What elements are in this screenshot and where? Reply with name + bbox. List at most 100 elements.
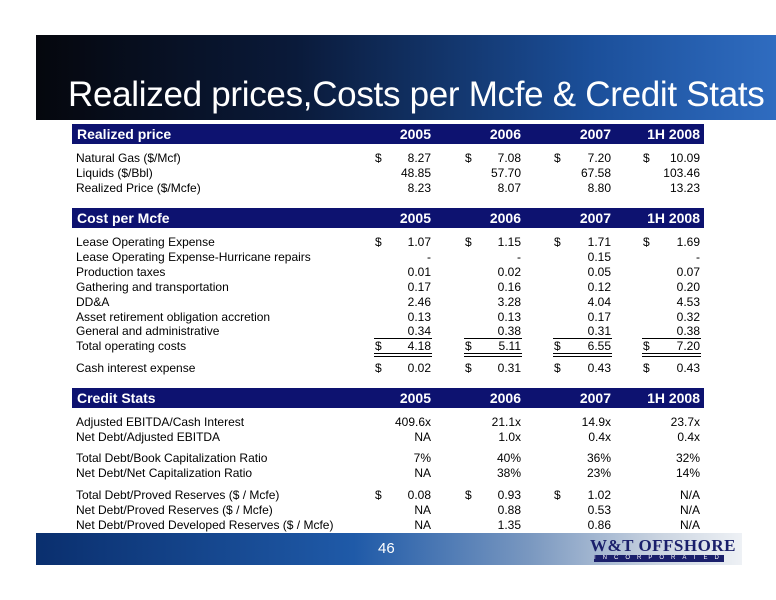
cell-value: 0.34 <box>407 324 431 338</box>
currency-symbol: $ <box>643 235 650 249</box>
column-header-2007: 2007 <box>579 126 611 142</box>
cell-value: 8.23 <box>407 181 431 195</box>
cell-value: 3.28 <box>497 295 521 309</box>
cell-value: 1.0x <box>498 430 521 444</box>
table-row: Natural Gas ($/Mcf) $8.27 $7.08 $7.20 $10.09 <box>72 151 704 166</box>
cell-value: 14% <box>675 466 700 480</box>
cell-value: 23.7x <box>670 415 700 429</box>
row-label: General and administrative <box>76 324 220 338</box>
cell-value: 67.58 <box>580 166 611 180</box>
table-row: Adjusted EBITDA/Cash Interest 409.6x 21.1x… <box>72 415 704 430</box>
table-row: Total Debt/Proved Reserves ($ / Mcfe) $0.… <box>72 488 704 503</box>
cell-value: 0.01 <box>407 265 431 279</box>
double-underline <box>642 353 701 357</box>
table-row: General and administrative 0.34 0.38 0.31 0.… <box>72 324 704 339</box>
cell-value: 0.86 <box>587 518 611 532</box>
cell-value: 409.6x <box>394 415 431 429</box>
table-row: Net Debt/Adjusted EBITDA NA 1.0x 0.4x 0.4x <box>72 430 704 445</box>
cell-value: 0.17 <box>587 310 611 324</box>
cell-value: NA <box>414 430 431 444</box>
cell-value: 8.07 <box>497 181 521 195</box>
cell-value: 0.43 <box>676 361 700 375</box>
cell-value: 0.43 <box>587 361 611 375</box>
cell-value: 48.85 <box>400 166 431 180</box>
cell-value: 23% <box>586 466 611 480</box>
column-header-2006: 2006 <box>489 210 521 226</box>
cell-value: 0.53 <box>587 503 611 517</box>
cell-value: 1.15 <box>497 235 521 249</box>
currency-symbol: $ <box>554 488 561 502</box>
cell-value: 0.13 <box>497 310 521 324</box>
table-row: Lease Operating Expense $1.07 $1.15 $1.71 $1… <box>72 235 704 250</box>
row-label: Realized Price ($/Mcfe) <box>76 181 201 195</box>
logo-subtext: INCORPORATED <box>594 555 724 562</box>
cell-value: 2.46 <box>407 295 431 309</box>
cell-value: NA <box>414 518 431 532</box>
column-header-2005: 2005 <box>399 390 431 406</box>
column-header-1h-2008: 1H 2008 <box>647 390 700 406</box>
table-row: Liquids ($/Bbl) 48.85 57.70 67.58 103.46 <box>72 166 704 181</box>
cell-value: - <box>696 250 700 264</box>
table-row: Total Debt/Book Capitalization Ratio 7% 40… <box>72 451 704 466</box>
underline <box>553 338 612 339</box>
table-row: Total operating costs $4.18 $5.11 $6.55 $7.2… <box>72 339 704 354</box>
cell-value: 7.08 <box>497 151 521 165</box>
row-label: Net Debt/Proved Developed Reserves ($ / … <box>76 518 334 532</box>
row-label: Lease Operating Expense <box>76 235 215 249</box>
currency-symbol: $ <box>465 488 472 502</box>
cell-value: 7% <box>413 451 431 465</box>
cell-value: 8.80 <box>587 181 611 195</box>
table-row: Net Debt/Proved Reserves ($ / Mcfe) NA 0.8… <box>72 503 704 518</box>
cell-value: 10.09 <box>669 151 700 165</box>
column-header-1h-2008: 1H 2008 <box>647 126 700 142</box>
cell-value: 0.20 <box>676 280 700 294</box>
table-row: Cash interest expense $0.02 $0.31 $0.43 $0.4… <box>72 361 704 376</box>
credit-header: Credit Stats 2005 2006 2007 1H 2008 <box>72 388 704 408</box>
cell-value: 40% <box>496 451 521 465</box>
cell-value: 0.31 <box>497 361 521 375</box>
double-underline <box>464 353 522 357</box>
table-row: Production taxes 0.01 0.02 0.05 0.07 <box>72 265 704 280</box>
cell-value: 0.88 <box>497 503 521 517</box>
cell-value: 4.04 <box>587 295 611 309</box>
currency-symbol: $ <box>643 339 650 353</box>
cell-value: 0.4x <box>677 430 700 444</box>
row-label: Production taxes <box>76 265 166 279</box>
cell-value: 0.12 <box>587 280 611 294</box>
row-label: Lease Operating Expense-Hurricane repair… <box>76 250 311 264</box>
table-row: Asset retirement obligation accretion 0.1… <box>72 310 704 325</box>
column-header-2005: 2005 <box>399 126 431 142</box>
cell-value: 57.70 <box>490 166 521 180</box>
cell-value: NA <box>414 503 431 517</box>
underline <box>374 338 432 339</box>
currency-symbol: $ <box>465 361 472 375</box>
row-label: Adjusted EBITDA/Cash Interest <box>76 415 245 429</box>
row-label: Net Debt/Adjusted EBITDA <box>76 430 221 444</box>
double-underline <box>553 353 612 357</box>
cell-value: 0.4x <box>588 430 611 444</box>
currency-symbol: $ <box>554 339 561 353</box>
cell-value: 103.46 <box>663 166 700 180</box>
cell-value: 1.69 <box>676 235 700 249</box>
page-title: Realized prices,Costs per Mcfe & Credit … <box>68 75 765 114</box>
realized-header: Realized price 2005 2006 2007 1H 2008 <box>72 124 704 144</box>
cell-value: N/A <box>679 518 700 532</box>
section-header-label: Realized price <box>77 126 172 142</box>
cell-value: 0.38 <box>497 324 521 338</box>
cell-value: 1.07 <box>407 235 431 249</box>
cell-value: 1.02 <box>587 488 611 502</box>
column-header-2007: 2007 <box>579 390 611 406</box>
cell-value: - <box>517 250 521 264</box>
currency-symbol: $ <box>375 339 382 353</box>
currency-symbol: $ <box>375 361 382 375</box>
currency-symbol: $ <box>375 488 382 502</box>
cell-value: 0.02 <box>497 265 521 279</box>
currency-symbol: $ <box>465 339 472 353</box>
currency-symbol: $ <box>375 235 382 249</box>
row-label: Liquids ($/Bbl) <box>76 166 153 180</box>
table-row: Lease Operating Expense-Hurricane repair… <box>72 250 704 265</box>
cell-value: N/A <box>679 488 700 502</box>
table-row: Gathering and transportation 0.17 0.16 0.12… <box>72 280 704 295</box>
row-label: Net Debt/Net Capitalization Ratio <box>76 466 253 480</box>
table-row: Net Debt/Net Capitalization Ratio NA 38% 23… <box>72 466 704 481</box>
